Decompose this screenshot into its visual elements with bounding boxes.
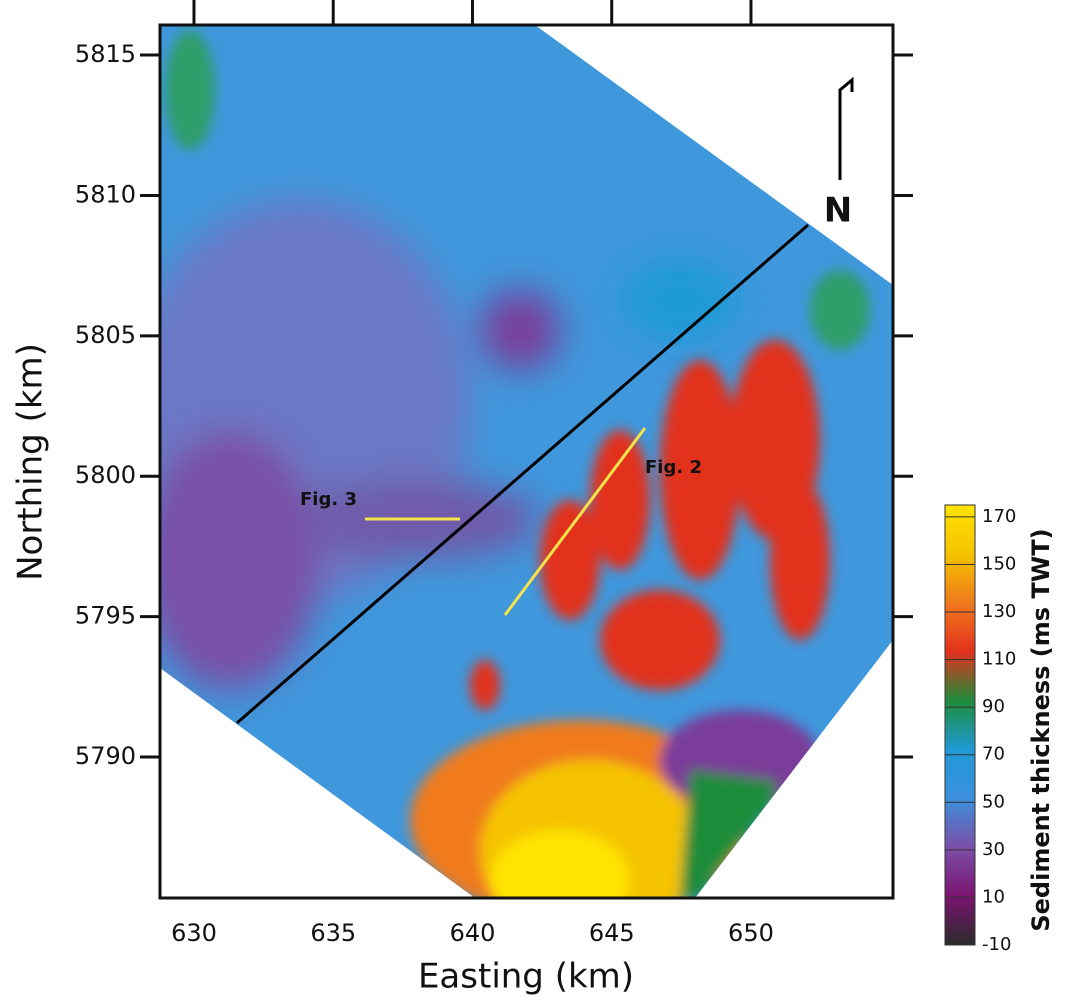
y-tick-label: 5800 xyxy=(75,461,136,489)
colorbar-tick-label: 90 xyxy=(982,696,1005,717)
colorbar-tick-label: -10 xyxy=(982,934,1011,955)
colorbar-tick-label: 110 xyxy=(982,649,1016,670)
y-tick-label: 5810 xyxy=(75,180,136,208)
y-tick-label: 5795 xyxy=(75,602,136,630)
colorbar xyxy=(944,504,976,946)
colorbar-title: Sediment thickness (ms TWT) xyxy=(1027,528,1055,931)
colorbar-tick-label: 150 xyxy=(982,553,1016,574)
colorbar-tick-label: 70 xyxy=(982,744,1005,765)
x-tick-label: 640 xyxy=(450,919,496,947)
colorbar-tick-label: 170 xyxy=(982,506,1016,527)
annotation: Fig. 2 xyxy=(645,457,702,478)
x-tick-label: 645 xyxy=(589,919,635,947)
frame xyxy=(158,23,895,900)
x-tick-label: 635 xyxy=(310,919,356,947)
annotation: Fig. 3 xyxy=(300,489,357,510)
fig2-line xyxy=(503,427,647,616)
profile-line xyxy=(236,223,809,725)
colorbar-tick-label: 10 xyxy=(982,886,1005,907)
colorbar-tick-label: 30 xyxy=(982,839,1005,860)
annotation: N xyxy=(824,191,852,231)
y-tick-label: 5790 xyxy=(75,742,136,770)
y-tick-label: 5805 xyxy=(75,321,136,349)
x-tick-label: 630 xyxy=(171,919,217,947)
colorbar-tick-label: 50 xyxy=(982,791,1005,812)
x-tick-label: 650 xyxy=(728,919,774,947)
colorbar-tick-label: 130 xyxy=(982,601,1016,622)
x-axis-title: Easting (km) xyxy=(418,957,634,997)
north-arrow xyxy=(838,76,854,180)
y-tick-label: 5815 xyxy=(75,40,136,68)
y-axis-title: Northing (km) xyxy=(11,343,51,581)
